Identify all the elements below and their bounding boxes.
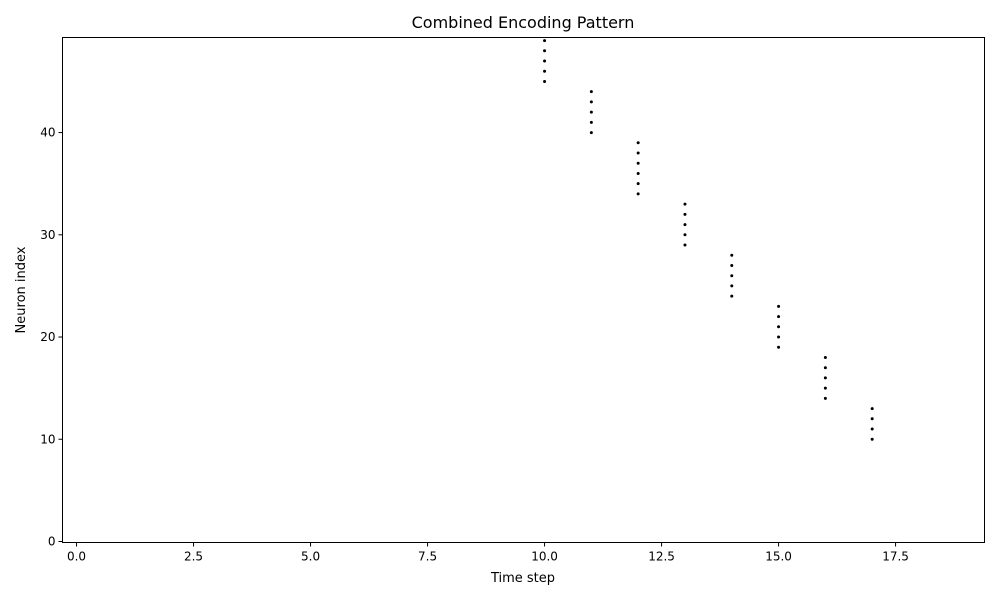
data-point: [823, 396, 827, 400]
data-point: [589, 90, 593, 94]
data-point: [683, 223, 687, 227]
y-axis-label: Neuron index: [14, 246, 29, 333]
data-point: [730, 263, 734, 267]
x-tick-label: 17.5: [882, 550, 909, 564]
data-point: [543, 49, 547, 53]
data-point: [636, 182, 640, 186]
data-point: [683, 243, 687, 247]
data-point: [823, 386, 827, 390]
data-points: [543, 39, 874, 441]
data-point: [823, 366, 827, 370]
data-point: [777, 335, 781, 339]
x-tick-label: 12.5: [648, 550, 675, 564]
data-point: [777, 315, 781, 319]
data-point: [777, 325, 781, 329]
data-point: [636, 171, 640, 175]
data-point: [870, 407, 874, 411]
data-point: [543, 69, 547, 73]
x-tick-label: 5.0: [301, 550, 320, 564]
x-axis: 0.0 2.5 5.0 7.5 10.0 12.5 15.0 17.5: [67, 542, 909, 564]
data-point: [730, 284, 734, 288]
data-point: [730, 274, 734, 278]
y-tick-label: 0: [48, 534, 56, 548]
data-point: [636, 161, 640, 165]
data-point: [683, 233, 687, 237]
x-tick-label: 0.0: [67, 550, 86, 564]
data-point: [870, 417, 874, 421]
plot-area-frame: [62, 37, 985, 543]
data-point: [870, 427, 874, 431]
data-point: [636, 141, 640, 145]
x-tick-label: 2.5: [184, 550, 203, 564]
x-tick-label: 15.0: [765, 550, 792, 564]
data-point: [589, 100, 593, 104]
data-point: [543, 39, 547, 43]
x-tick-label: 7.5: [418, 550, 437, 564]
data-point: [636, 151, 640, 155]
data-point: [543, 79, 547, 83]
data-point: [777, 345, 781, 349]
data-point: [636, 192, 640, 196]
data-point: [730, 253, 734, 257]
y-tick-label: 10: [40, 432, 55, 446]
y-axis: 0 10 20 30 40: [40, 126, 63, 548]
y-tick-label: 30: [40, 228, 55, 242]
y-tick-label: 40: [40, 126, 55, 140]
data-point: [730, 294, 734, 298]
data-point: [589, 120, 593, 124]
data-point: [589, 110, 593, 114]
data-point: [823, 376, 827, 380]
x-tick-label: 10.0: [531, 550, 558, 564]
data-point: [589, 131, 593, 135]
chart-title: Combined Encoding Pattern: [412, 13, 635, 32]
data-point: [870, 437, 874, 441]
data-point: [683, 202, 687, 206]
data-point: [543, 59, 547, 63]
y-tick-label: 20: [40, 330, 55, 344]
data-point: [683, 212, 687, 216]
x-axis-label: Time step: [490, 571, 555, 586]
data-point: [777, 304, 781, 308]
data-point: [823, 355, 827, 359]
